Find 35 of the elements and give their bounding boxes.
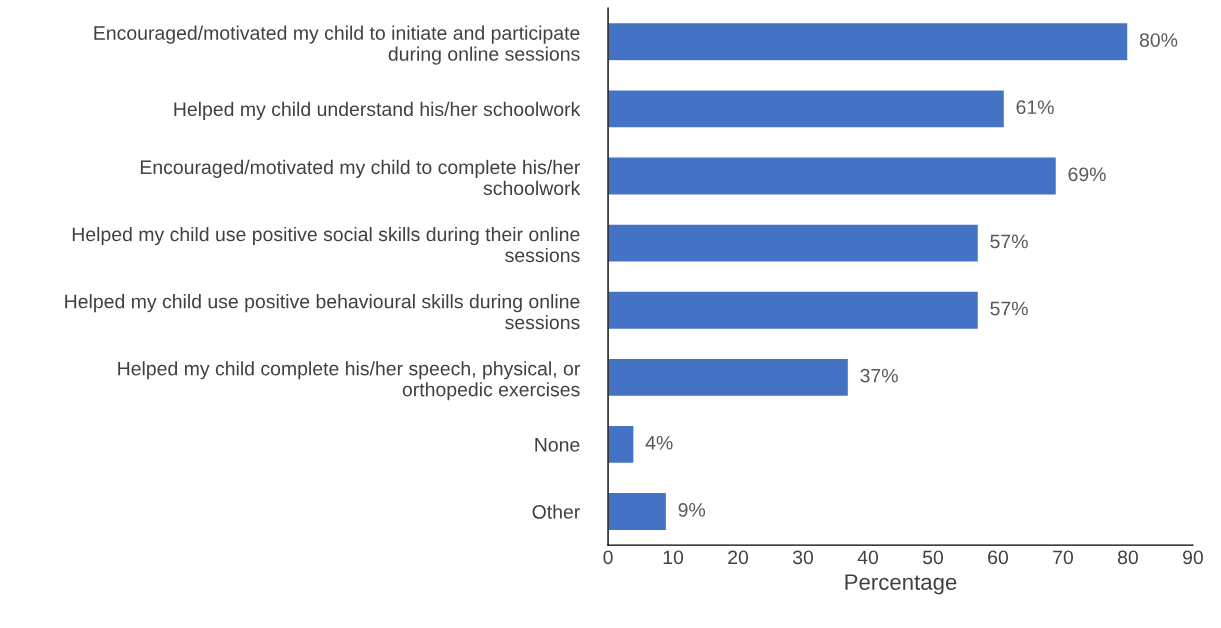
x-tick-label: 80 bbox=[1117, 550, 1138, 565]
data-label: 9% bbox=[678, 503, 706, 517]
data-label: 57% bbox=[990, 234, 1028, 249]
y-tick-label: Encouraged/motivated my child to initiate and participate during online sessions bbox=[94, 25, 580, 65]
x-tick-label: 0 bbox=[603, 550, 613, 565]
bar bbox=[608, 156, 1058, 196]
x-tick-label: 40 bbox=[857, 550, 879, 565]
x-tick-label: 10 bbox=[663, 550, 684, 565]
x-tick-label: 30 bbox=[792, 550, 814, 565]
bar bbox=[608, 357, 850, 398]
y-tick-label: Helped my child understand his/her schoolwork bbox=[174, 101, 581, 120]
bar bbox=[608, 223, 980, 263]
x-tick-label: 20 bbox=[728, 550, 749, 565]
x-tick-label: 50 bbox=[922, 550, 944, 565]
y-tick-label: Encouraged/motivated my child to complete his/her schoolwork bbox=[140, 159, 581, 196]
data-label: 80% bbox=[1139, 33, 1178, 47]
y-tick-label: Helped my child complete his/her speech, physical, or orthopedic exercises bbox=[118, 361, 580, 401]
data-label: 69% bbox=[1068, 167, 1106, 182]
data-label: 61% bbox=[1016, 100, 1054, 115]
y-tick-label: None bbox=[535, 438, 580, 452]
y-tick-label: Helped my child use positive social skills during their online sessions bbox=[72, 226, 580, 263]
x-tick-label: 60 bbox=[988, 550, 1009, 565]
bar bbox=[608, 290, 980, 331]
data-label: 37% bbox=[860, 368, 898, 383]
y-tick-label: Helped my child use positive behavioural skills during online sessions bbox=[65, 294, 580, 330]
y-tick-label: Other bbox=[532, 504, 580, 519]
x-tick-label: 90 bbox=[1183, 550, 1203, 565]
bar bbox=[608, 89, 1006, 129]
bar bbox=[608, 424, 635, 465]
data-label: 4% bbox=[645, 435, 673, 450]
x-axis-title: Percentage bbox=[845, 574, 957, 595]
bar bbox=[608, 491, 668, 532]
x-tick-label: 70 bbox=[1053, 550, 1073, 565]
data-label: 57% bbox=[990, 301, 1028, 316]
bar bbox=[608, 21, 1129, 62]
